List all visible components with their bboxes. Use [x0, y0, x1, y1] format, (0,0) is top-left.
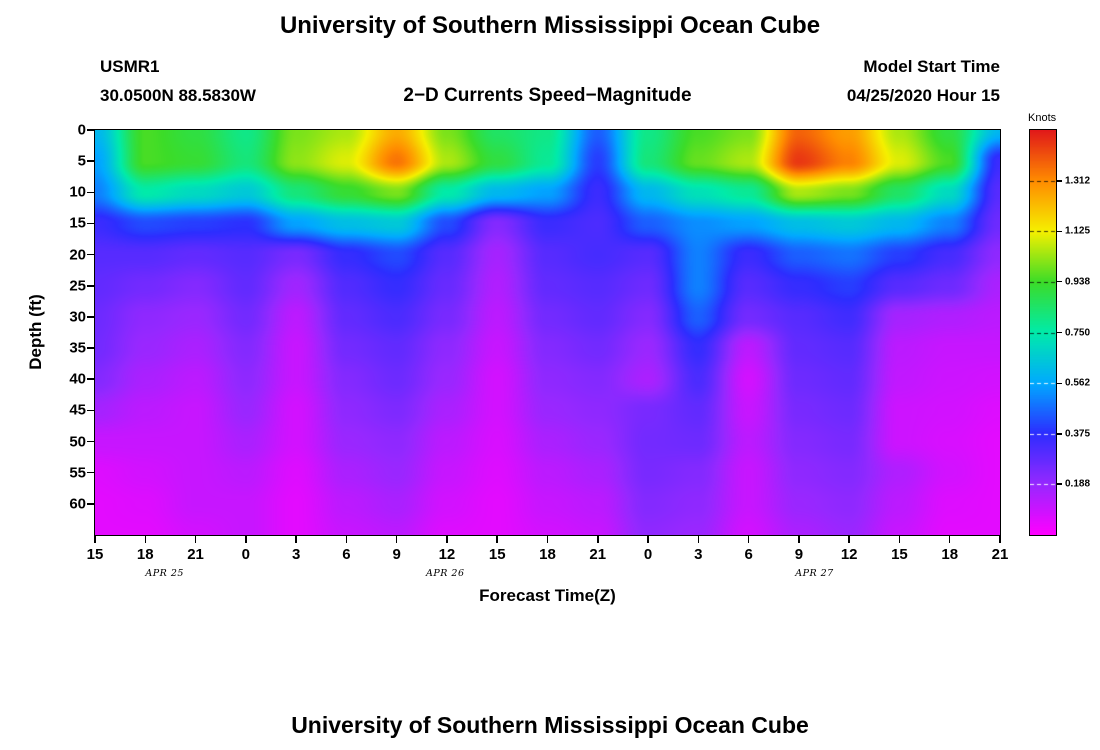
- x-tick-mark: [94, 536, 96, 543]
- model-start-label: Model Start Time: [863, 57, 1000, 76]
- x-tick-mark: [496, 536, 498, 543]
- y-tick-label: 45: [69, 401, 86, 419]
- x-tick-mark: [245, 536, 247, 543]
- colorbar-tick-label: 1.125: [1065, 225, 1091, 237]
- y-tick-mark: [87, 503, 94, 505]
- y-tick-label: 20: [69, 246, 86, 264]
- y-tick-mark: [87, 440, 94, 443]
- x-tick-label: 18: [539, 546, 556, 563]
- y-tick-mark: [87, 347, 94, 349]
- x-tick-mark: [948, 536, 951, 543]
- x-tick-mark: [647, 536, 649, 543]
- x-tick-mark: [395, 536, 398, 543]
- x-tick-label: 12: [438, 546, 456, 563]
- colorbar-unit-label: Knots: [1028, 112, 1057, 124]
- y-tick-mark: [87, 129, 94, 131]
- x-tick-label: 9: [392, 546, 401, 563]
- x-tick-mark: [345, 536, 348, 543]
- colorbar-tick-label: 0.938: [1065, 276, 1091, 288]
- x-tick-label: 21: [187, 546, 204, 563]
- y-tick-mark: [87, 253, 94, 256]
- x-tick-mark: [898, 536, 901, 543]
- model-start-value: 04/25/2020 Hour 15: [846, 86, 1000, 105]
- x-tick-label: 3: [291, 546, 301, 563]
- x-tick-label: 15: [891, 546, 908, 563]
- x-tick-label: 15: [86, 546, 104, 563]
- x-tick-label: 0: [241, 546, 250, 563]
- colorbar-tick-mark: [1057, 230, 1062, 232]
- y-tick-mark: [87, 378, 94, 380]
- colorbar-tick-mark: [1057, 433, 1062, 435]
- colorbar-tick-mark: [1057, 382, 1062, 384]
- x-tick-mark: [798, 536, 800, 543]
- colorbar-tick-label: 0.375: [1065, 428, 1091, 440]
- y-tick-mark: [87, 285, 94, 287]
- x-tick-mark: [697, 536, 700, 543]
- y-tick-label: 50: [69, 433, 86, 451]
- y-tick-mark: [87, 471, 94, 474]
- x-tick-label: 15: [488, 546, 506, 563]
- y-tick-label: 0: [77, 121, 86, 139]
- date-label: APR 27: [795, 568, 834, 579]
- x-tick-label: 21: [991, 546, 1009, 563]
- colorbar-tick-mark: [1057, 483, 1062, 485]
- x-tick-mark: [295, 536, 297, 543]
- x-tick-label: 18: [136, 546, 154, 563]
- colorbar-tick-mark: [1057, 280, 1062, 283]
- y-tick-label: 10: [69, 183, 86, 201]
- colorbar-tick-mark: [1057, 180, 1062, 182]
- x-tick-label: 9: [794, 546, 804, 563]
- page-title: University of Southern Mississippi Ocean…: [279, 12, 821, 39]
- colorbar-tick-label: 0.562: [1065, 377, 1091, 389]
- x-tick-mark: [194, 536, 197, 543]
- y-tick-label: 5: [77, 152, 86, 170]
- y-tick-mark: [87, 316, 94, 318]
- x-tick-mark: [999, 536, 1001, 543]
- plot-title: 2−D Currents Speed−Magnitude: [403, 85, 692, 106]
- y-tick-label: 30: [69, 308, 86, 326]
- colorbar-tick-label: 1.312: [1065, 175, 1091, 187]
- x-tick-label: 3: [694, 546, 703, 563]
- y-tick-label: 55: [69, 464, 86, 482]
- x-tick-mark: [546, 536, 549, 543]
- x-tick-mark: [446, 536, 448, 543]
- y-tick-label: 25: [69, 277, 86, 295]
- y-tick-label: 15: [69, 214, 86, 232]
- station-id: USMR1: [100, 57, 160, 76]
- footer-title: University of Southern Mississippi Ocean…: [291, 712, 809, 738]
- y-tick-label: 35: [69, 339, 86, 357]
- x-tick-label: 6: [342, 546, 351, 563]
- date-label: APR 25: [145, 568, 184, 579]
- y-tick-label: 40: [69, 370, 86, 388]
- y-tick-mark: [87, 409, 94, 412]
- x-tick-mark: [848, 536, 850, 543]
- x-tick-label: 0: [643, 546, 653, 563]
- y-tick-mark: [87, 191, 94, 194]
- x-tick-mark: [747, 536, 750, 543]
- date-label: APR 26: [425, 568, 465, 579]
- colorbar-canvas: [1030, 130, 1056, 535]
- y-tick-label: 60: [69, 495, 86, 513]
- x-tick-mark: [597, 536, 599, 543]
- y-axis-label: Depth (ft): [26, 294, 45, 370]
- x-axis-label: Forecast Time(Z): [479, 586, 616, 605]
- x-tick-mark: [144, 536, 147, 543]
- colorbar-tick-label: 0.750: [1065, 327, 1091, 338]
- station-coordinates: 30.0500N 88.5830W: [100, 86, 256, 105]
- colorbar-tick-label: 0.188: [1065, 478, 1091, 490]
- colorbar-tick-mark: [1057, 331, 1062, 334]
- y-tick-mark: [87, 160, 94, 162]
- x-tick-label: 12: [840, 546, 858, 563]
- y-tick-mark: [87, 222, 94, 225]
- x-tick-label: 18: [941, 546, 959, 563]
- x-tick-label: 21: [589, 546, 607, 563]
- x-tick-label: 6: [744, 546, 753, 563]
- currents-heatmap-canvas: [95, 130, 1000, 535]
